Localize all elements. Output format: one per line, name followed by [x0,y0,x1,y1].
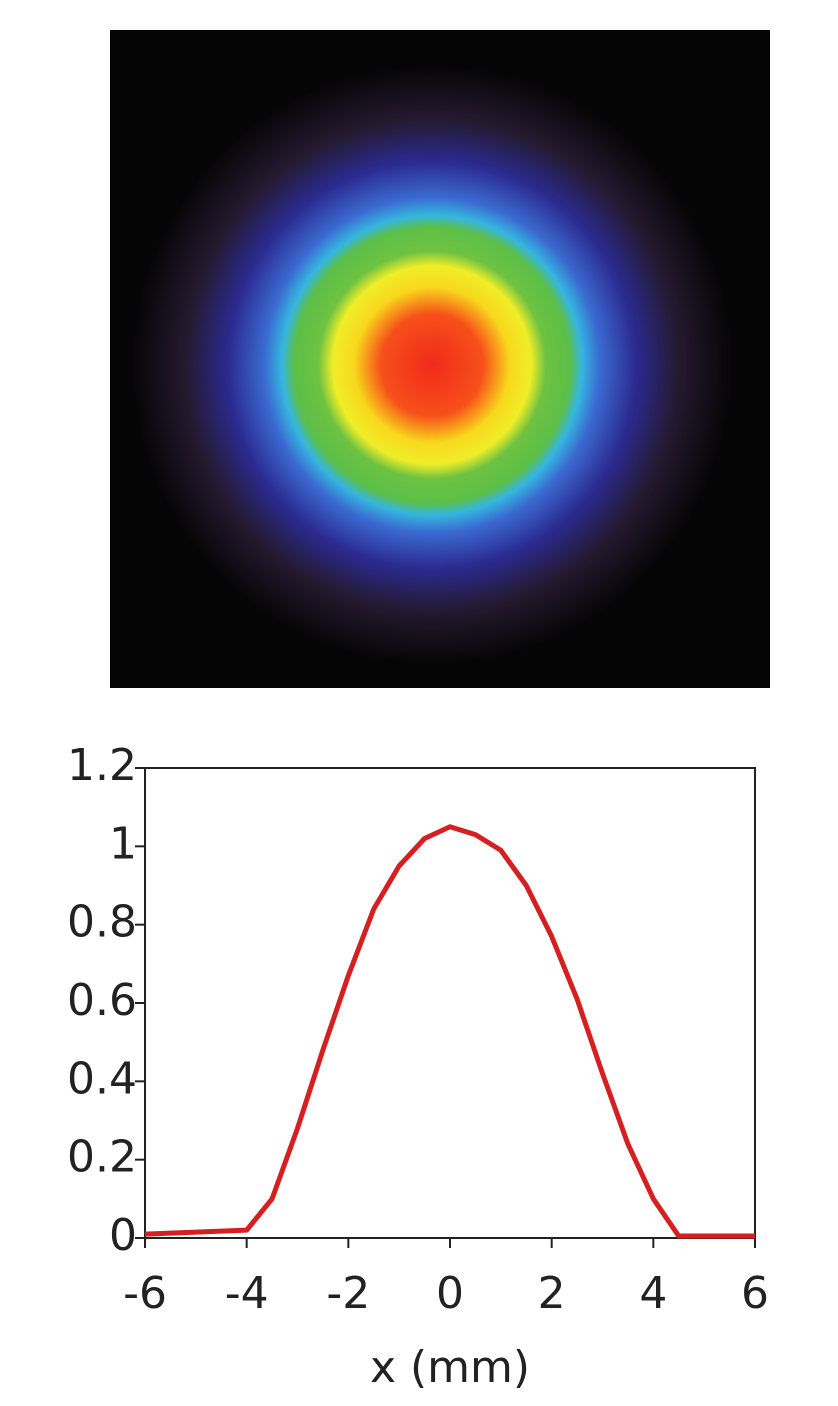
x-tick-label: 0 [436,1268,464,1319]
line [144,824,755,1239]
plot-frame [144,767,756,1239]
x-axis-label: x (mm) [370,1342,530,1393]
x-tick-label: -4 [225,1268,269,1319]
beam-image [110,30,770,688]
x-tick-label: -2 [326,1268,370,1319]
y-tick-label: 0.6 [67,975,137,1026]
y-tick-label: 1 [109,818,137,869]
y-tick-label: 0 [109,1210,137,1261]
y-tick-label: 0.8 [67,897,137,948]
x-tick-label: 6 [741,1268,769,1319]
x-tick-label: -6 [123,1268,167,1319]
x-tick-label: 4 [639,1268,667,1319]
x-tick-label: 2 [538,1268,566,1319]
y-tick-label: 0.4 [67,1053,137,1104]
y-tick-label: 1.2 [67,740,137,791]
y-tick-label: 0.2 [67,1132,137,1183]
